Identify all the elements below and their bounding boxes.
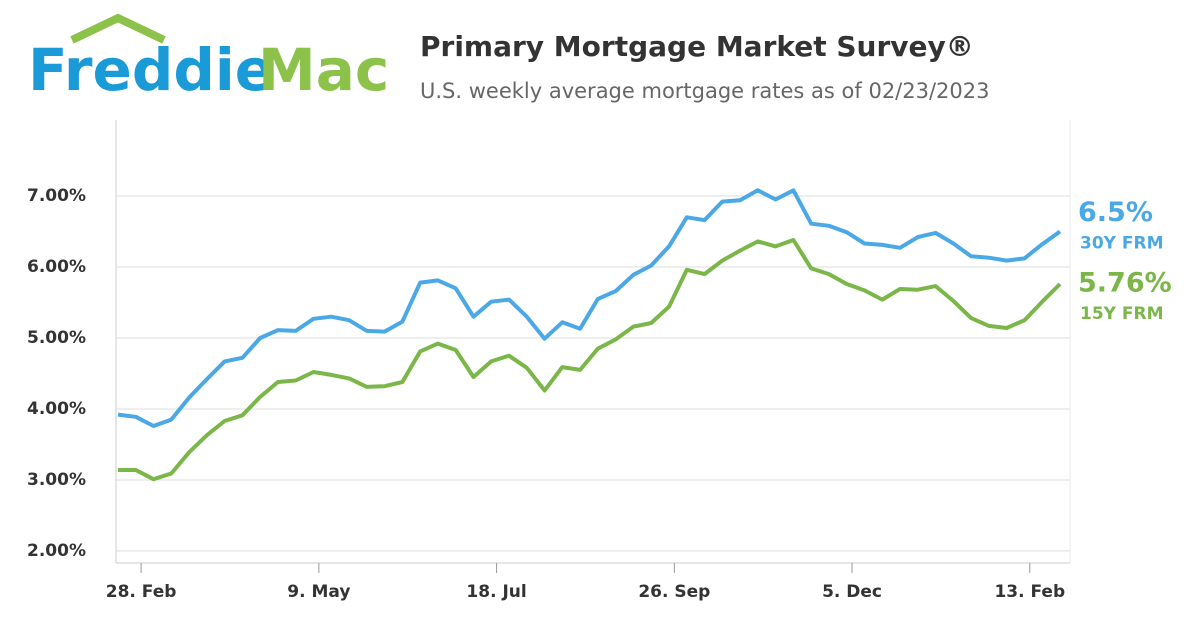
legend-label: 30Y FRM	[1080, 233, 1164, 253]
chart-subtitle: U.S. weekly average mortgage rates as of…	[420, 79, 990, 103]
x-tick-label: 28. Feb	[106, 582, 177, 602]
y-tick-label: 7.00%	[27, 186, 86, 206]
x-tick-label: 13. Feb	[994, 582, 1065, 602]
y-tick-label: 4.00%	[27, 399, 86, 419]
logo-text: Mac	[258, 36, 389, 104]
line-series	[118, 238, 1062, 482]
value-label: 5.76%	[1078, 267, 1172, 298]
line-series	[117, 188, 1062, 428]
legend-label: 15Y FRM	[1080, 304, 1164, 324]
y-tick-label: 3.00%	[27, 470, 86, 490]
y-tick-label: 5.00%	[27, 328, 86, 348]
value-label: 6.5%	[1078, 197, 1153, 228]
x-tick-label: 9. May	[287, 582, 350, 602]
x-tick-label: 5. Dec	[822, 582, 882, 602]
logo-roof	[70, 13, 166, 44]
logo-text: Freddie	[28, 36, 274, 104]
x-tick-label: 26. Sep	[638, 582, 710, 602]
x-tick-label: 18. Jul	[466, 582, 526, 602]
chart-title: Primary Mortgage Market Survey®	[420, 30, 974, 63]
y-tick-label: 2.00%	[27, 541, 86, 561]
y-tick-label: 6.00%	[27, 257, 86, 277]
